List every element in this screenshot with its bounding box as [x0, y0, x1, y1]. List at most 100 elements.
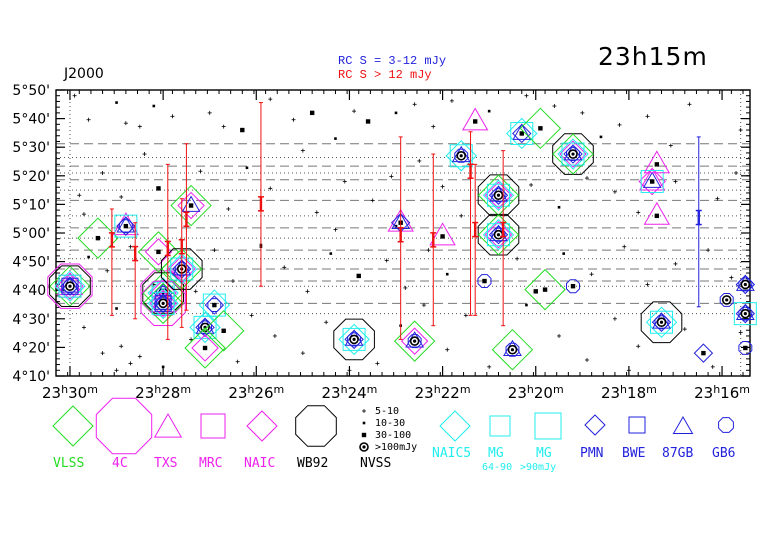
- source-group: [477, 174, 520, 217]
- nvss-point-30: [123, 223, 129, 229]
- source-group: [477, 274, 492, 288]
- source-group: [140, 280, 186, 326]
- gb6-marker: [407, 334, 422, 349]
- naic5-marker: [482, 219, 515, 251]
- source-group: [112, 212, 140, 238]
- nvss-point-10: [394, 224, 398, 228]
- nvss-point-30: [212, 302, 217, 308]
- source-group: [491, 328, 534, 371]
- gb6-marker: [347, 332, 362, 347]
- source-group: [477, 213, 520, 256]
- gb6-marker: [566, 279, 580, 294]
- vlss-marker: [137, 231, 180, 273]
- legend-naic5: NAIC5: [432, 446, 472, 461]
- naic5-marker: [482, 179, 515, 211]
- nvss-point-10: [334, 137, 337, 140]
- nvss-point-30: [701, 350, 706, 356]
- legend-4c: 4C: [112, 456, 128, 471]
- naic-marker: [149, 289, 177, 318]
- source-group: [198, 289, 231, 321]
- gb6-marker: [454, 148, 469, 163]
- nvss-point-10: [394, 111, 398, 115]
- nvss-point-core: [571, 152, 575, 156]
- source-group: [693, 343, 714, 363]
- y-tick-label: 5°30': [12, 140, 50, 156]
- gb6-marker: [156, 296, 171, 311]
- 4c-marker: [47, 263, 93, 309]
- nvss-point-30: [240, 127, 245, 133]
- nvss-point-10: [557, 205, 561, 209]
- gb6-marker: [738, 341, 753, 355]
- rc-low-label: RC S = 3-12 mJy: [338, 54, 447, 68]
- mg-marker: [449, 144, 473, 168]
- legend-87gb: 87GB: [662, 446, 694, 461]
- 87gb-marker: [116, 216, 136, 233]
- txs-marker: [643, 150, 671, 174]
- nvss-point-30: [519, 131, 524, 136]
- legend-mg-small-symbol: [489, 415, 511, 437]
- pmn-marker: [512, 123, 532, 144]
- naic-marker: [177, 191, 205, 220]
- naic5-marker: [506, 117, 538, 150]
- gb6-marker: [719, 293, 734, 307]
- pmn-marker: [693, 343, 714, 363]
- vlss-marker: [491, 328, 534, 371]
- source-group: [738, 341, 753, 355]
- txs-marker: [638, 167, 666, 191]
- nvss-points: [72, 93, 743, 373]
- y-tick-label: 5°50': [12, 83, 50, 99]
- y-tick-label: 5°20': [12, 169, 50, 185]
- naic5-marker: [557, 138, 589, 170]
- legend-mg-high: >90mJy: [520, 462, 557, 473]
- nvss-point-30: [202, 345, 208, 351]
- vlss-marker: [77, 217, 119, 259]
- nvss-point-10: [525, 303, 528, 307]
- y-tick-label: 4°30': [12, 312, 50, 328]
- source-group: [393, 320, 436, 362]
- nvss-point-core: [743, 312, 747, 316]
- nvss-point-core: [725, 298, 729, 302]
- vlss-marker: [519, 107, 562, 150]
- legend-vlss-symbol: [52, 405, 94, 447]
- mg-marker: [486, 223, 510, 247]
- mg-marker: [58, 274, 82, 298]
- gb6-marker: [738, 277, 753, 292]
- vlss-marker: [524, 268, 566, 311]
- source-group: [735, 274, 756, 295]
- mg-marker: [650, 310, 674, 334]
- legend-naic-symbol: [246, 410, 278, 442]
- gb6-marker: [477, 274, 492, 288]
- legend-symbols: [52, 397, 734, 455]
- naic-marker: [484, 221, 513, 249]
- source-group: [429, 222, 456, 246]
- wb92-marker: [477, 213, 520, 256]
- wb92-marker: [552, 133, 594, 175]
- legend-bwe: BWE: [622, 446, 646, 461]
- y-tick-label: 4°10': [12, 369, 50, 385]
- gb6-marker: [63, 279, 77, 294]
- y-tick-label: 4°50': [12, 255, 50, 271]
- gb6-marker: [207, 298, 222, 312]
- wb92-marker: [160, 248, 203, 290]
- vlss-marker: [477, 214, 520, 256]
- legend-nvss: NVSS: [360, 456, 392, 471]
- wb92-marker: [333, 318, 375, 361]
- gb6-marker: [566, 147, 580, 161]
- naic-marker: [559, 140, 587, 168]
- nvss-point-10: [562, 252, 565, 255]
- nvss-point-10: [87, 255, 90, 259]
- source-group: [640, 301, 683, 344]
- rc-error-bars: [108, 102, 702, 340]
- source-group: [519, 107, 562, 150]
- nvss-point-10: [115, 101, 118, 104]
- legend-naic5-symbol: [439, 410, 471, 442]
- source-group: [170, 184, 212, 227]
- source-group: [719, 293, 734, 307]
- nvss-point-10: [362, 421, 366, 425]
- source-group: [566, 279, 580, 294]
- nvss-point-core: [659, 320, 664, 324]
- nvss-point-30: [188, 203, 194, 208]
- gb6-marker: [654, 315, 669, 330]
- source-group: [506, 117, 538, 150]
